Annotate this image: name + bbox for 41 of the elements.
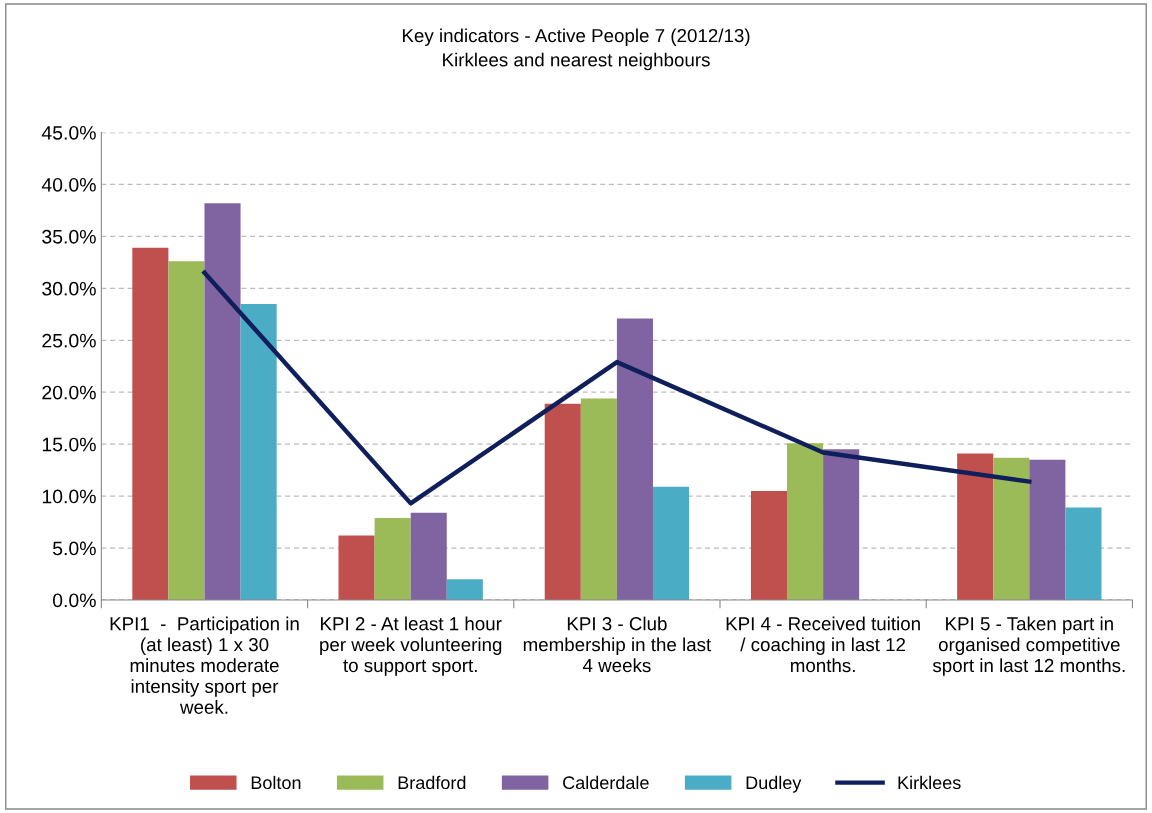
bar xyxy=(168,261,205,600)
bar xyxy=(410,512,447,600)
bar xyxy=(338,535,375,600)
bar xyxy=(446,579,483,600)
bar xyxy=(750,490,788,600)
bar xyxy=(787,443,824,600)
chart-title: Key indicators - Active People 7 (2012/13) Kirklees and nearest neighbours xyxy=(402,28,750,71)
x-tick-label: KPI1 - Participation in (at least) 1 x 30 minutes moderate intensity sport per week. xyxy=(110,616,299,714)
bar xyxy=(1029,459,1066,600)
bar xyxy=(544,403,581,600)
x-tick-label: KPI 3 - Club membership in the last 4 weeks xyxy=(523,616,712,673)
bar xyxy=(374,517,411,600)
y-tick-label: 40.0% xyxy=(41,177,96,192)
bar xyxy=(993,457,1030,600)
bar xyxy=(652,486,690,600)
x-tick-label: KPI 5 - Taken part in organised competitive sport in last 12 months. xyxy=(932,616,1125,676)
bar xyxy=(957,453,994,600)
y-tick-label: 0.0% xyxy=(52,593,96,608)
y-tick-label: 45.0% xyxy=(41,125,96,140)
bar xyxy=(616,318,653,600)
bar xyxy=(1065,507,1102,600)
bar xyxy=(240,303,277,600)
y-tick-label: 25.0% xyxy=(42,333,96,348)
legend-label: Bradford xyxy=(398,775,466,790)
legend-label: Bolton xyxy=(251,775,301,790)
y-tick-label: 15.0% xyxy=(42,437,96,452)
y-tick-label: 5.0% xyxy=(52,541,96,556)
legend-label: Dudley xyxy=(746,775,802,793)
x-tick-label: KPI 2 - At least 1 hour per week volunteering to support sport. xyxy=(320,616,502,676)
y-tick-label: 20.0% xyxy=(42,385,96,400)
y-tick-label: 35.0% xyxy=(42,229,96,244)
bar xyxy=(132,247,169,600)
bar xyxy=(580,398,617,600)
bar xyxy=(823,449,860,600)
x-tick-label: KPI 4 - Received tuition / coaching in last 12 months. xyxy=(726,616,920,673)
bar xyxy=(204,203,241,600)
y-tick-label: 30.0% xyxy=(42,281,96,296)
legend-label: Kirklees xyxy=(898,775,961,790)
line-series xyxy=(202,270,1032,506)
y-tick-label: 10.0% xyxy=(42,489,96,504)
legend-label: Calderdale xyxy=(563,775,649,790)
